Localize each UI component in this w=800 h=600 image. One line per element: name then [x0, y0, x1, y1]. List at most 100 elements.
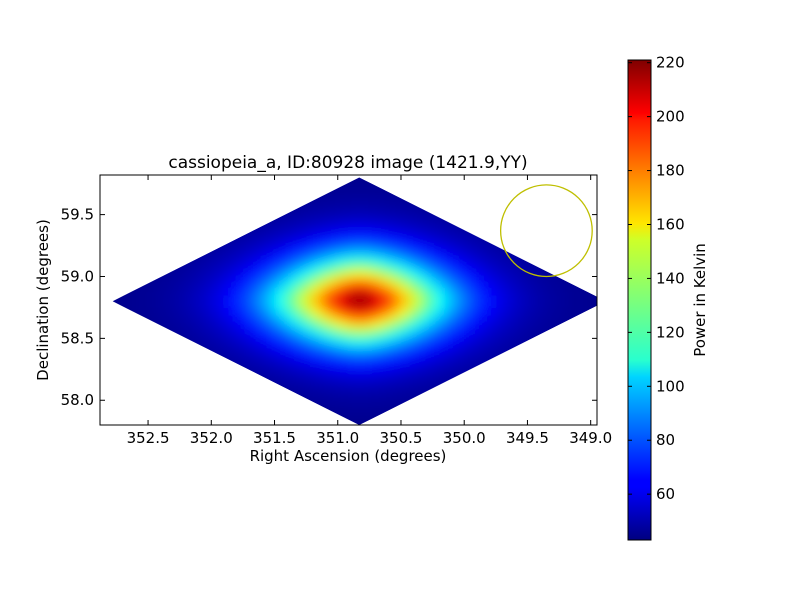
heatmap-cell: [173, 263, 188, 271]
heatmap-cell: [432, 313, 447, 321]
heatmap-cell: [420, 337, 434, 346]
heatmap-cell: [519, 282, 533, 290]
heatmap-cell: [136, 288, 151, 296]
heatmap-cell: [408, 220, 422, 228]
heatmap-cell: [371, 238, 385, 247]
heatmap-cell: [223, 337, 237, 346]
heatmap-cell: [383, 350, 397, 358]
heatmap-cell: [235, 306, 249, 315]
heatmap-cell: [223, 306, 237, 315]
heatmap-cell: [568, 306, 582, 315]
heatmap-cell: [457, 300, 471, 308]
x-tick-label: 351.5: [253, 429, 296, 447]
heatmap-cell: [272, 226, 286, 234]
heatmap-cell: [309, 368, 323, 376]
heatmap-cell: [445, 282, 459, 290]
heatmap-cell: [482, 288, 496, 296]
heatmap-cell: [531, 319, 545, 327]
x-tick-label: 350.5: [380, 429, 423, 447]
heatmap-cell: [519, 257, 533, 265]
heatmap-cell: [395, 245, 410, 253]
heatmap-cell: [383, 337, 397, 346]
heatmap-cell: [334, 263, 348, 271]
heatmap-cell: [432, 306, 447, 315]
heatmap-cell: [445, 356, 459, 364]
heatmap-cell: [469, 238, 484, 247]
heatmap-cell: [531, 313, 545, 321]
heatmap-cell: [445, 313, 459, 321]
heatmap-cell: [445, 245, 459, 253]
heatmap-cell: [161, 300, 175, 308]
heatmap-cell: [506, 251, 521, 259]
heatmap-cell: [284, 269, 299, 277]
heatmap-cell: [420, 313, 434, 321]
heatmap-cell: [346, 393, 360, 401]
heatmap-cell: [309, 381, 323, 389]
y-tick-label: 59.0: [61, 267, 94, 285]
heatmap-cell: [420, 226, 434, 234]
heatmap-cell: [321, 368, 336, 376]
heatmap-cell: [543, 288, 558, 296]
heatmap-cell: [457, 362, 471, 370]
heatmap-cell: [334, 337, 348, 346]
heatmap-cell: [346, 418, 360, 425]
heatmap-cell: [371, 226, 385, 234]
heatmap-cell: [383, 245, 397, 253]
heatmap-cell: [457, 288, 471, 296]
heatmap-cell: [161, 269, 175, 277]
heatmap-cell: [161, 319, 175, 327]
heatmap-cell: [297, 214, 311, 222]
heatmap-cell: [395, 238, 410, 247]
heatmap-cell: [482, 251, 496, 259]
heatmap-cell: [247, 344, 262, 352]
heatmap-cell: [334, 381, 348, 389]
heatmap-cell: [346, 238, 360, 247]
heatmap-cell: [210, 245, 225, 253]
heatmap-cell: [371, 288, 385, 296]
heatmap-cell: [482, 319, 496, 327]
heatmap-cell: [334, 282, 348, 290]
heatmap-cell: [408, 362, 422, 370]
heatmap-cell: [543, 294, 558, 302]
colorbar-label: Power in Kelvin: [691, 243, 709, 357]
heatmap-cell: [136, 282, 151, 290]
heatmap-cell: [186, 313, 200, 321]
heatmap-cell: [432, 269, 447, 277]
heatmap-cell: [247, 356, 262, 364]
heatmap-cell: [334, 393, 348, 401]
heatmap-cell: [260, 362, 274, 370]
heatmap-cell: [309, 356, 323, 364]
heatmap-cell: [260, 238, 274, 247]
heatmap-cell: [334, 220, 348, 228]
heatmap-cell: [272, 288, 286, 296]
heatmap-cell: [198, 251, 212, 259]
heatmap-cell: [469, 331, 484, 339]
heatmap-cell: [457, 344, 471, 352]
heatmap-cell: [346, 331, 360, 339]
heatmap-cell: [420, 319, 434, 327]
heatmap-cell: [297, 251, 311, 259]
heatmap-cell: [469, 313, 484, 321]
heatmap-cell: [383, 405, 397, 414]
heatmap-cell: [432, 251, 447, 259]
heatmap-cell: [469, 350, 484, 358]
heatmap-cell: [371, 319, 385, 327]
heatmap-cell: [346, 245, 360, 253]
heatmap-cell: [482, 238, 496, 247]
heatmap-cell: [371, 275, 385, 284]
heatmap-cell: [346, 257, 360, 265]
heatmap-cell: [371, 245, 385, 253]
heatmap-cell: [358, 368, 373, 376]
heatmap-cell: [445, 269, 459, 277]
heatmap-cell: [494, 282, 508, 290]
heatmap-cell: [457, 282, 471, 290]
heatmap-cell: [284, 387, 299, 395]
heatmap-cell: [383, 226, 397, 234]
heatmap-cell: [297, 288, 311, 296]
heatmap-cell: [445, 319, 459, 327]
heatmap-cell: [432, 325, 447, 333]
heatmap-cell: [260, 288, 274, 296]
heatmap-cell: [358, 238, 373, 247]
heatmap-cell: [173, 275, 188, 284]
heatmap-cell: [494, 269, 508, 277]
